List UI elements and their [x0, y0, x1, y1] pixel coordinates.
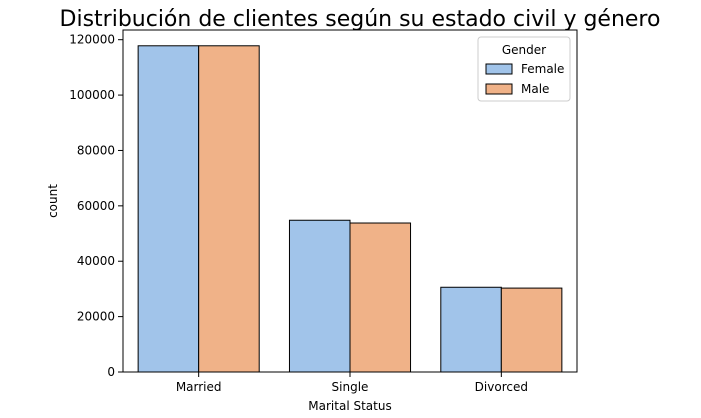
y-tick-label: 40000 — [77, 254, 115, 268]
y-tick-label: 80000 — [77, 143, 115, 157]
x-axis-label: Marital Status — [308, 399, 391, 413]
y-tick-label: 20000 — [77, 310, 115, 324]
bar-divorced-male — [500, 287, 563, 373]
legend-label-female: Female — [521, 62, 564, 76]
legend: Gender Female Male — [477, 36, 571, 102]
legend-swatch-female — [485, 63, 513, 75]
y-axis-ticks: 0 20000 40000 60000 80000 100000 120000 — [69, 33, 123, 379]
legend-items: Female Male — [485, 62, 564, 96]
bar-married-male — [198, 45, 260, 373]
bar-divorced-female — [440, 286, 502, 373]
bar-single-male — [349, 222, 412, 373]
bar-single-female — [288, 219, 351, 373]
y-axis-label: count — [46, 184, 60, 218]
legend-title: Gender — [502, 43, 546, 57]
y-tick-label: 120000 — [69, 33, 115, 47]
chart-title: Distribución de clientes según su estado… — [60, 7, 661, 32]
legend-label-male: Male — [521, 82, 549, 96]
x-tick-label-married: Married — [176, 380, 222, 394]
bars — [137, 45, 563, 373]
y-tick-label: 60000 — [77, 199, 115, 213]
y-tick-label: 0 — [107, 365, 115, 379]
y-tick-label: 100000 — [69, 88, 115, 102]
plot-area: 0 20000 40000 60000 80000 100000 120000 Marrie… — [69, 29, 578, 394]
legend-swatch-male — [485, 83, 513, 95]
x-tick-label-single: Single — [332, 380, 369, 394]
bar-married-female — [137, 45, 200, 373]
x-tick-label-divorced: Divorced — [475, 380, 528, 394]
x-axis-ticks: Married Single Divorced — [176, 372, 528, 394]
